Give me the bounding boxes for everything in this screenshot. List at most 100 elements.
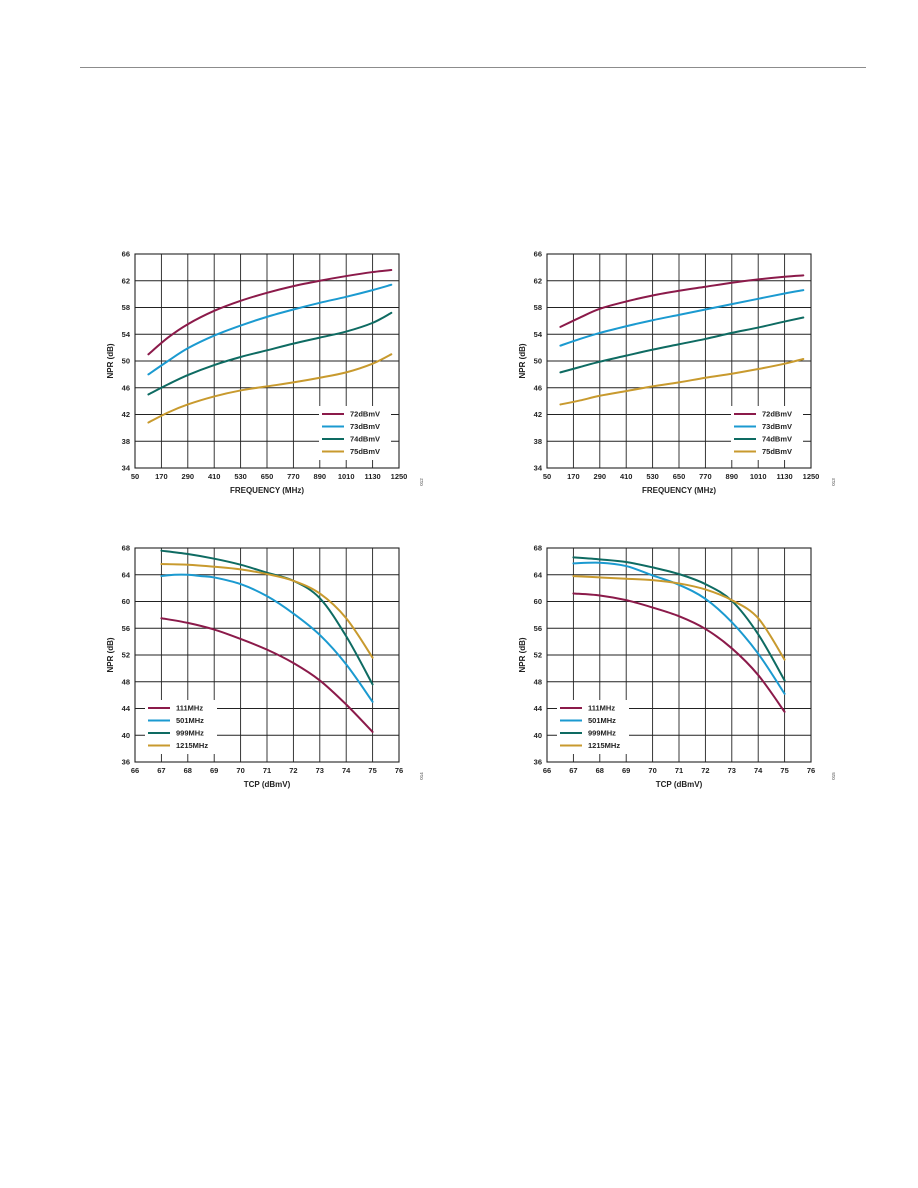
npr-vs-frequency-chart-left: 50 170 290 410 530 650 770 890 1010 1130 1250 34 38 4… [106,250,424,495]
y-tick-label: 48 [122,677,130,686]
x-tick-label: 290 [594,472,607,481]
x-tick-label: 650 [673,472,686,481]
x-tick-label: 69 [210,766,218,775]
header-rule [80,67,866,68]
y-tick-label: 48 [534,677,542,686]
x-axis-label: TCP (dBmV) [244,780,291,789]
y-tick-label: 62 [534,276,542,285]
legend-label-75dbmv: 75dBmV [762,447,792,456]
x-tick-label: 1130 [364,472,380,481]
series-line-75dbmv [559,357,805,406]
legend-label-73dbmv: 73dBmV [350,422,380,431]
x-tick-label: 1010 [750,472,767,481]
y-tick-label: 40 [534,731,542,740]
x-tick-label: 50 [543,472,551,481]
y-tick-label: 52 [534,651,542,660]
y-axis-label: NPR (dB) [106,343,115,378]
y-tick-label: 62 [122,276,130,285]
x-tick-label: 71 [263,766,271,775]
x-tick-label: 70 [236,766,244,775]
y-tick-label: 46 [122,383,130,392]
series-line-111mhz [572,592,786,713]
series-line-501mhz [160,573,374,703]
y-tick-label: 56 [534,624,542,633]
x-tick-label: 770 [287,472,300,481]
series-line-1215mhz [572,575,786,661]
x-tick-label: 890 [726,472,739,481]
y-tick-label: 50 [534,357,542,366]
plot-frame [546,253,812,469]
y-tick-label: 68 [122,544,130,553]
figure-id: 013 [831,478,836,486]
x-tick-label: 50 [131,472,139,481]
y-tick-label: 44 [122,704,131,713]
legend-label-74dbmv: 74dBmV [350,435,380,444]
x-tick-label: 74 [754,766,763,775]
x-axis-label: FREQUENCY (MHz) [230,486,304,495]
y-tick-label: 46 [534,383,542,392]
y-tick-label: 64 [122,570,131,579]
series-line-74dbmv [147,311,393,396]
npr-vs-frequency-chart-right: 50 170 290 410 530 650 770 890 1010 1130 1250 34 38 4… [518,250,836,495]
x-axis-label: FREQUENCY (MHz) [642,486,716,495]
legend-label-74dbmv: 74dBmV [762,435,792,444]
figure-id: 014 [419,772,424,780]
x-tick-label: 76 [807,766,815,775]
x-tick-label: 76 [395,766,403,775]
legend-label-1215mhz: 1215MHz [588,741,620,750]
x-tick-label: 170 [155,472,168,481]
legend-label-111mhz: 111MHz [176,704,203,713]
x-tick-label: 530 [646,472,659,481]
plot-frame [134,253,400,469]
legend: 72dBmV 73dBmV 74dBmV 75dBmV [319,406,391,460]
series-line-111mhz [160,617,374,733]
series-line-74dbmv [559,316,805,374]
x-tick-label: 1250 [803,472,820,481]
x-axis-label: TCP (dBmV) [656,780,703,789]
series-line-72dbmv [559,274,805,328]
x-tick-label: 530 [234,472,247,481]
legend-label-75dbmv: 75dBmV [350,447,380,456]
y-tick-label: 36 [534,758,542,767]
y-tick-label: 36 [122,758,130,767]
y-tick-label: 38 [122,437,130,446]
series-line-75dbmv [147,353,393,424]
y-tick-label: 54 [122,330,131,339]
y-tick-label: 38 [534,437,542,446]
x-tick-label: 72 [701,766,709,775]
plot-frame [134,547,400,763]
y-tick-label: 54 [534,330,543,339]
series-line-1215mhz [160,563,374,659]
x-tick-label: 68 [184,766,192,775]
figure-id: 012 [419,478,424,486]
legend-label-999mhz: 999MHz [176,729,204,738]
y-tick-label: 60 [122,597,130,606]
legend-label-72dbmv: 72dBmV [762,410,792,419]
x-tick-label: 890 [314,472,327,481]
x-tick-label: 74 [342,766,351,775]
series-line-73dbmv [147,283,393,376]
plot-frame [546,547,812,763]
x-tick-label: 1010 [338,472,355,481]
x-tick-label: 66 [543,766,551,775]
x-tick-label: 410 [620,472,633,481]
y-axis-label: NPR (dB) [518,343,527,378]
y-tick-label: 56 [122,624,130,633]
y-tick-label: 66 [534,250,542,259]
y-tick-label: 60 [534,597,542,606]
npr-vs-tcp-chart-left: 66 67 68 69 70 71 72 73 74 75 76 36 40 44 48 52 56 60 64 68… [106,544,424,789]
series-line-501mhz [572,561,786,695]
y-tick-label: 44 [534,704,543,713]
x-tick-label: 72 [289,766,297,775]
y-axis-label: NPR (dB) [106,637,115,672]
y-tick-label: 66 [122,250,130,259]
figure-id: 015 [831,772,836,780]
series-line-999mhz [160,549,374,686]
legend-label-72dbmv: 72dBmV [350,410,380,419]
x-tick-label: 650 [261,472,274,481]
legend: 111MHz 501MHz 999MHz 1215MHz [557,700,629,754]
x-tick-label: 67 [569,766,577,775]
x-tick-label: 290 [182,472,195,481]
x-tick-label: 73 [316,766,324,775]
y-tick-label: 42 [534,410,542,419]
